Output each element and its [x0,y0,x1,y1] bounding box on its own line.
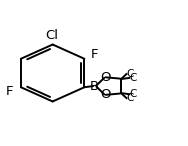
Text: O: O [100,88,110,101]
Text: O: O [100,71,110,84]
Text: B: B [90,80,99,93]
Text: C: C [127,69,134,79]
Text: C: C [127,93,134,103]
Text: C: C [130,89,137,99]
Text: F: F [90,48,98,61]
Text: C: C [130,73,137,83]
Text: Cl: Cl [45,28,58,42]
Text: F: F [5,85,13,98]
